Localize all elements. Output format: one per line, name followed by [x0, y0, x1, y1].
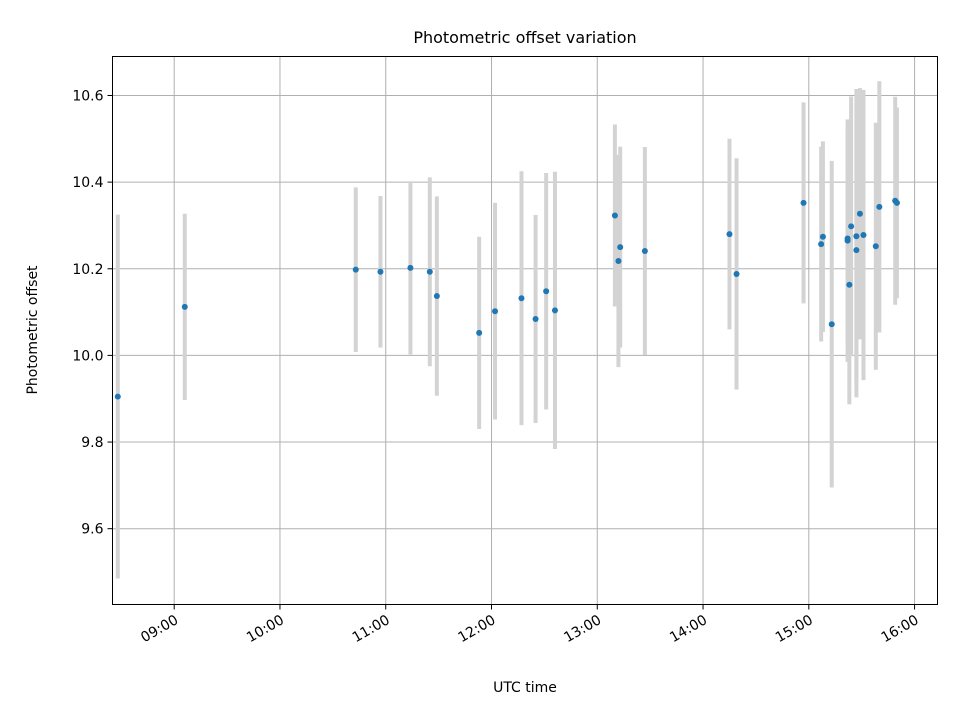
chart-title: Photometric offset variation	[413, 28, 636, 47]
data-point	[800, 199, 807, 206]
data-point	[532, 316, 539, 323]
y-tick-label: 10.4	[72, 175, 103, 191]
data-point	[848, 223, 855, 230]
y-tick-label: 10.0	[72, 348, 103, 364]
data-point	[818, 241, 825, 248]
data-point	[492, 308, 499, 315]
data-point	[476, 329, 483, 336]
grid	[112, 56, 938, 605]
data-point	[860, 231, 867, 238]
data-point	[114, 393, 121, 400]
data-point	[844, 235, 851, 242]
y-tick-label: 10.2	[72, 262, 103, 278]
data-point	[617, 244, 624, 251]
y-axis-label: Photometric offset	[25, 265, 41, 395]
y-tick-label: 9.6	[81, 522, 103, 538]
data-point	[876, 203, 883, 210]
data-point	[611, 212, 618, 219]
data-point	[551, 307, 558, 314]
y-tick-label: 10.6	[72, 88, 103, 104]
data-point	[733, 270, 740, 277]
data-point	[543, 288, 550, 295]
data-point	[819, 233, 826, 240]
data-point	[853, 247, 860, 254]
data-point	[352, 266, 359, 273]
data-point	[726, 231, 733, 238]
data-point	[641, 248, 648, 255]
y-tick-label: 9.8	[81, 435, 103, 451]
data-point	[846, 281, 853, 288]
data-point	[407, 264, 414, 271]
data-point	[615, 257, 622, 264]
data-point	[426, 268, 433, 275]
data-point	[518, 295, 525, 302]
data-point	[853, 233, 860, 240]
data-point	[856, 210, 863, 217]
data-point	[893, 199, 900, 206]
data-point	[181, 303, 188, 310]
data-point	[872, 243, 879, 250]
plot-frame	[112, 56, 938, 605]
x-axis-label: UTC time	[493, 680, 557, 696]
data-point	[377, 268, 384, 275]
data-point	[828, 321, 835, 328]
data-point	[433, 293, 440, 300]
data-points	[114, 197, 900, 400]
